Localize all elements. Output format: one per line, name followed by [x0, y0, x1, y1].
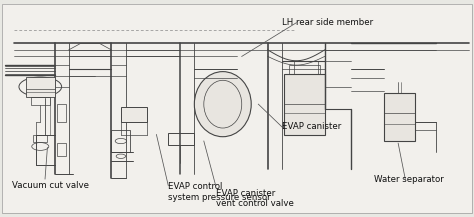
Text: EVAP control
system pressure sensor: EVAP control system pressure sensor [168, 182, 271, 202]
Bar [33, 135, 47, 142]
Bar [31, 97, 50, 105]
Text: EVAP canister: EVAP canister [282, 122, 341, 132]
Text: Vacuum cut valve: Vacuum cut valve [12, 181, 89, 190]
Bar [289, 65, 320, 74]
Text: Water separator: Water separator [374, 174, 444, 184]
Bar [168, 133, 194, 145]
Ellipse shape [194, 72, 251, 137]
Bar [57, 143, 66, 156]
Bar [111, 130, 130, 152]
Text: EVAP canister
vent control valve: EVAP canister vent control valve [216, 189, 293, 208]
Bar [57, 104, 66, 122]
Bar [284, 74, 325, 135]
Bar [121, 107, 147, 122]
Text: LH rear side member: LH rear side member [282, 18, 373, 27]
Bar [26, 77, 55, 97]
Bar [384, 93, 415, 141]
